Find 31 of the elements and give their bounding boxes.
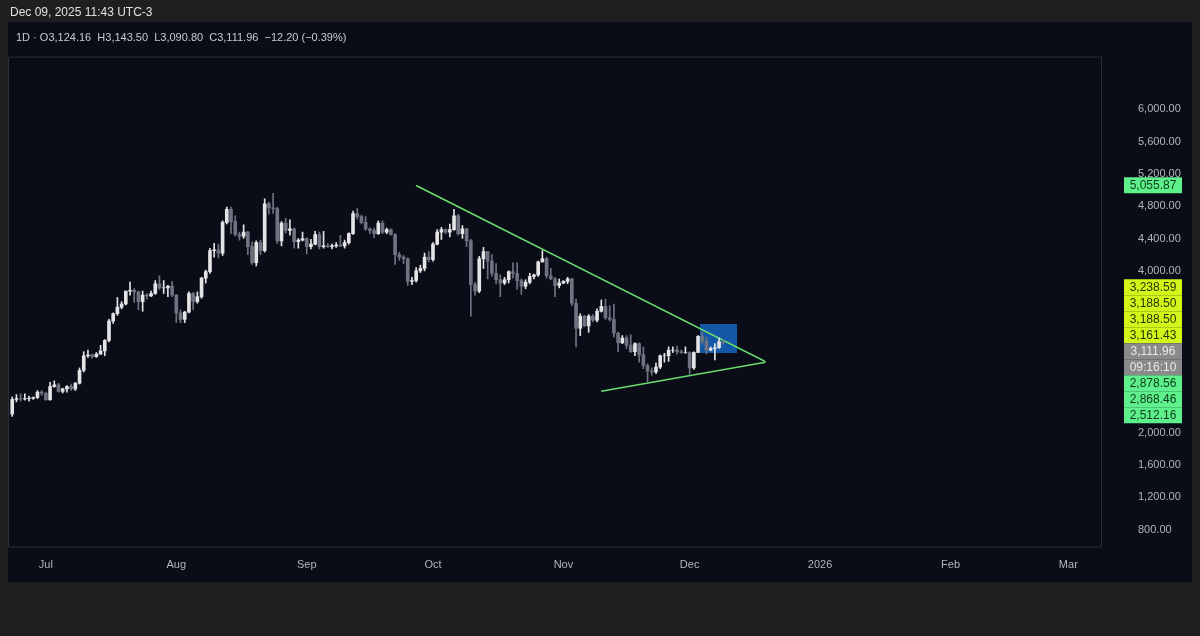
chart-subtitle: 1D · O3,124.16 H3,143.50 L3,090.80 C3,111.96 −12.20 (−0.39%) bbox=[16, 31, 347, 43]
text: 2,878.56 bbox=[1129, 375, 1177, 390]
text: 09:16:10 bbox=[1129, 359, 1177, 374]
x-tick-label: 2026 bbox=[807, 558, 833, 571]
y-tick-label: 4,000.00 bbox=[1138, 263, 1181, 276]
text: 3,188.50 bbox=[1129, 311, 1177, 326]
y-tick-label: 1,600.00 bbox=[1138, 457, 1181, 470]
x-tick-label: Nov bbox=[553, 558, 574, 571]
x-tick-label: Jul bbox=[38, 558, 53, 571]
text: 3,238.59 bbox=[1129, 279, 1177, 294]
text: 5,055.87 bbox=[1129, 177, 1177, 192]
y-tick-label: 2,000.00 bbox=[1138, 425, 1181, 438]
y-tick-label: 5,200.00 bbox=[1138, 166, 1181, 179]
y-tick-label: 6,000.00 bbox=[1138, 102, 1181, 115]
y-tick-label: 800.00 bbox=[1138, 522, 1172, 535]
text: 2,512.16 bbox=[1129, 407, 1177, 422]
x-tick-label: Feb bbox=[941, 558, 961, 571]
y-tick-label: 4,800.00 bbox=[1138, 199, 1181, 212]
x-tick-label: Sep bbox=[296, 558, 317, 571]
y-tick-label: 5,600.00 bbox=[1138, 134, 1181, 147]
text: 3,188.50 bbox=[1129, 295, 1177, 310]
text: 3,161.43 bbox=[1129, 327, 1177, 342]
x-tick-label: Mar bbox=[1058, 558, 1079, 571]
y-tick-label: 4,400.00 bbox=[1138, 231, 1181, 244]
text: 2,868.46 bbox=[1129, 391, 1177, 406]
chart-title: Dec 09, 2025 11:43 UTC-3 bbox=[10, 5, 153, 19]
y-tick-label: 1,200.00 bbox=[1138, 490, 1181, 503]
x-tick-label: Aug bbox=[166, 558, 187, 571]
x-tick-label: Dec bbox=[679, 558, 700, 571]
text: 3,111.96 bbox=[1130, 343, 1176, 358]
x-tick-label: Oct bbox=[424, 558, 442, 571]
